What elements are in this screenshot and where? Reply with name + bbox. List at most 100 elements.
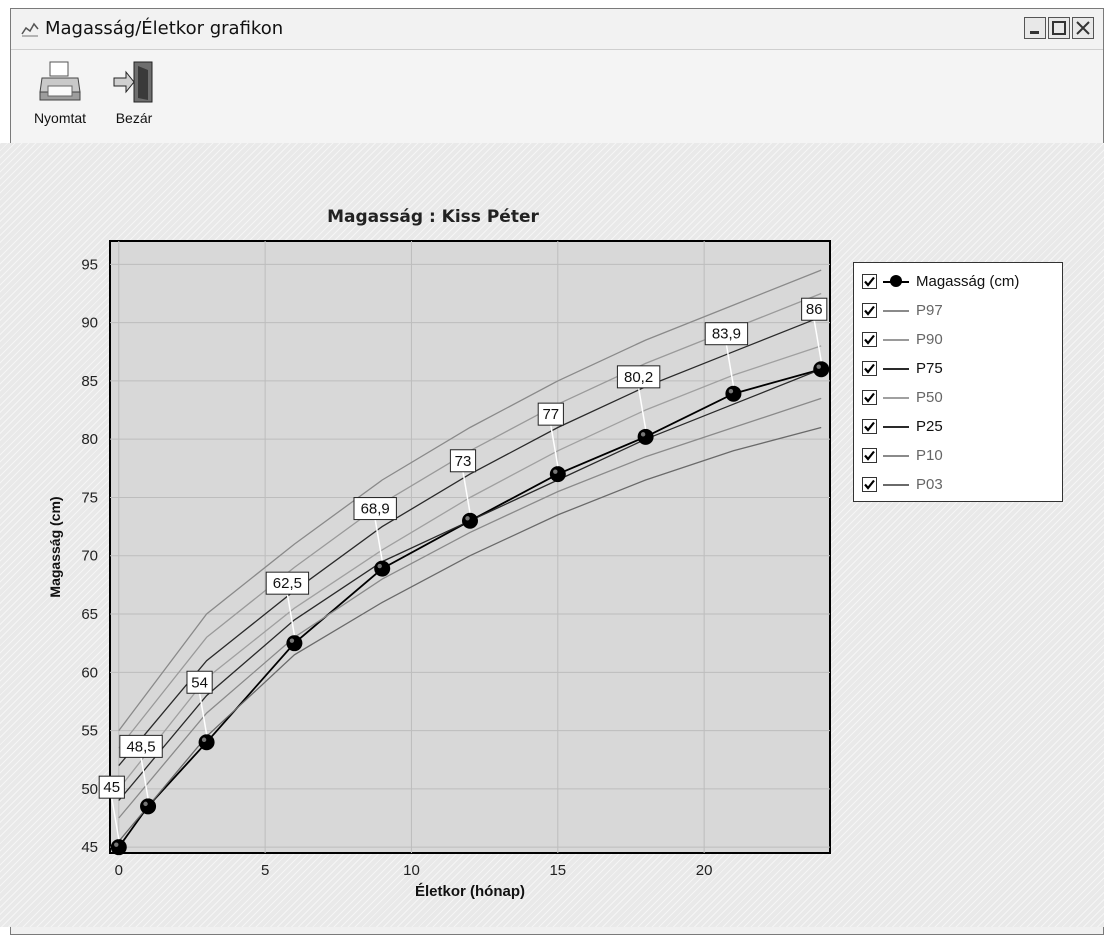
exit-door-icon xyxy=(113,61,153,103)
close-icon xyxy=(1076,21,1090,35)
data-label-box xyxy=(449,449,477,473)
series-line-p10 xyxy=(118,397,822,819)
series-line-p03 xyxy=(118,426,822,842)
data-point-highlight xyxy=(201,737,207,742)
data-point xyxy=(462,512,478,529)
data-point xyxy=(110,839,127,856)
legend-label: P97 xyxy=(916,302,943,319)
checkmark-icon xyxy=(864,363,875,374)
legend-checkbox[interactable] xyxy=(862,303,877,318)
minimize-button[interactable] xyxy=(1024,17,1046,39)
legend-checkbox[interactable] xyxy=(862,390,877,405)
data-point-highlight xyxy=(465,516,470,521)
chart-title: Magasság : Kiss Péter xyxy=(327,207,539,227)
legend-line-swatch xyxy=(883,426,909,428)
data-label-leader xyxy=(725,344,735,386)
data-label-leader xyxy=(374,519,383,561)
checkmark-icon xyxy=(864,479,875,490)
legend-item[interactable]: P90 xyxy=(862,329,1058,351)
checkmark-icon xyxy=(864,421,875,432)
data-label-box xyxy=(704,322,749,346)
legend-item[interactable]: P10 xyxy=(862,445,1058,467)
data-label-box xyxy=(353,497,397,521)
y-tick-label: 80 xyxy=(81,431,98,448)
legend-line-swatch xyxy=(883,397,909,399)
y-tick-label: 85 xyxy=(81,373,98,390)
data-point-highlight xyxy=(114,842,119,847)
y-axis-label: Magasság (cm) xyxy=(47,496,63,597)
legend-label: P75 xyxy=(916,360,943,377)
printer-icon xyxy=(39,61,81,101)
legend-item[interactable]: P03 xyxy=(862,474,1058,496)
data-label-box xyxy=(801,297,828,321)
x-tick-label: 20 xyxy=(696,862,713,879)
toolbar: Nyomtat Bezár xyxy=(11,50,1103,152)
legend-checkbox[interactable] xyxy=(862,419,877,434)
data-label: 62,5 xyxy=(273,575,302,592)
data-label-leader xyxy=(286,594,296,636)
y-tick-label: 95 xyxy=(81,256,98,273)
legend-line-swatch xyxy=(883,368,909,370)
legend-item[interactable]: Magasság (cm) xyxy=(862,271,1058,293)
y-tick-label: 90 xyxy=(81,315,98,332)
legend-checkbox[interactable] xyxy=(862,361,877,376)
data-label: 83,9 xyxy=(712,326,741,343)
data-label-box xyxy=(119,734,163,758)
maximize-button[interactable] xyxy=(1048,17,1070,39)
legend-label: P10 xyxy=(916,447,943,464)
legend-line-swatch xyxy=(883,339,909,341)
data-label-box xyxy=(98,775,125,799)
legend-checkbox[interactable] xyxy=(862,448,877,463)
series-lines xyxy=(118,269,822,848)
x-tick-label: 5 xyxy=(261,862,269,879)
data-point xyxy=(198,734,215,751)
axis-ticks: 0 5 10 15 20 45 50 55 60 65 70 75 80 85 90 95 xyxy=(81,256,712,879)
data-label: 54 xyxy=(191,674,208,691)
data-label: 80,2 xyxy=(624,369,653,386)
data-point xyxy=(286,635,303,652)
series-line-p75 xyxy=(118,316,822,767)
data-point-highlight xyxy=(640,432,646,437)
legend-line-swatch xyxy=(883,455,909,457)
data-point xyxy=(374,560,391,577)
close-button[interactable]: Bezár xyxy=(101,58,167,126)
data-labels: 45 48,5 54 62,5 68,9 73 77 80,2 83,9 86 xyxy=(98,297,828,840)
legend-item[interactable]: P25 xyxy=(862,416,1058,438)
data-label-leader xyxy=(462,471,471,513)
data-label-leader xyxy=(198,693,208,735)
data-label: 48,5 xyxy=(126,738,155,755)
legend-item[interactable]: P50 xyxy=(862,387,1058,409)
data-point-highlight xyxy=(289,638,295,643)
data-label-box xyxy=(186,670,213,694)
legend-marker-swatch xyxy=(890,275,902,287)
data-point xyxy=(725,385,742,402)
print-button[interactable]: Nyomtat xyxy=(27,58,93,126)
grid xyxy=(110,241,830,853)
data-point-highlight xyxy=(816,364,821,369)
close-label: Bezár xyxy=(115,110,153,126)
x-tick-label: 10 xyxy=(403,862,420,879)
y-tick-label: 65 xyxy=(81,606,98,623)
legend-label: P90 xyxy=(916,331,943,348)
legend-checkbox[interactable] xyxy=(862,477,877,492)
checkmark-icon xyxy=(864,392,875,403)
checkmark-icon xyxy=(864,305,875,316)
data-label-box xyxy=(537,402,564,426)
legend: Magasság (cm) P97 P90 P75 P50 P25 P10 P03 xyxy=(853,262,1063,502)
data-label: 77 xyxy=(542,406,559,423)
legend-line-swatch xyxy=(883,310,909,312)
data-point xyxy=(637,428,654,445)
data-point xyxy=(813,361,830,378)
legend-checkbox[interactable] xyxy=(862,274,877,289)
data-label: 73 xyxy=(455,453,472,470)
data-points xyxy=(110,361,830,856)
legend-line-swatch xyxy=(883,484,909,486)
y-tick-label: 55 xyxy=(81,723,98,740)
legend-item[interactable]: P97 xyxy=(862,300,1058,322)
legend-checkbox[interactable] xyxy=(862,332,877,347)
close-window-button[interactable] xyxy=(1072,17,1094,39)
data-point-highlight xyxy=(377,563,382,569)
legend-label: P03 xyxy=(916,476,943,493)
x-tick-label: 0 xyxy=(115,862,123,879)
legend-item[interactable]: P75 xyxy=(862,358,1058,380)
